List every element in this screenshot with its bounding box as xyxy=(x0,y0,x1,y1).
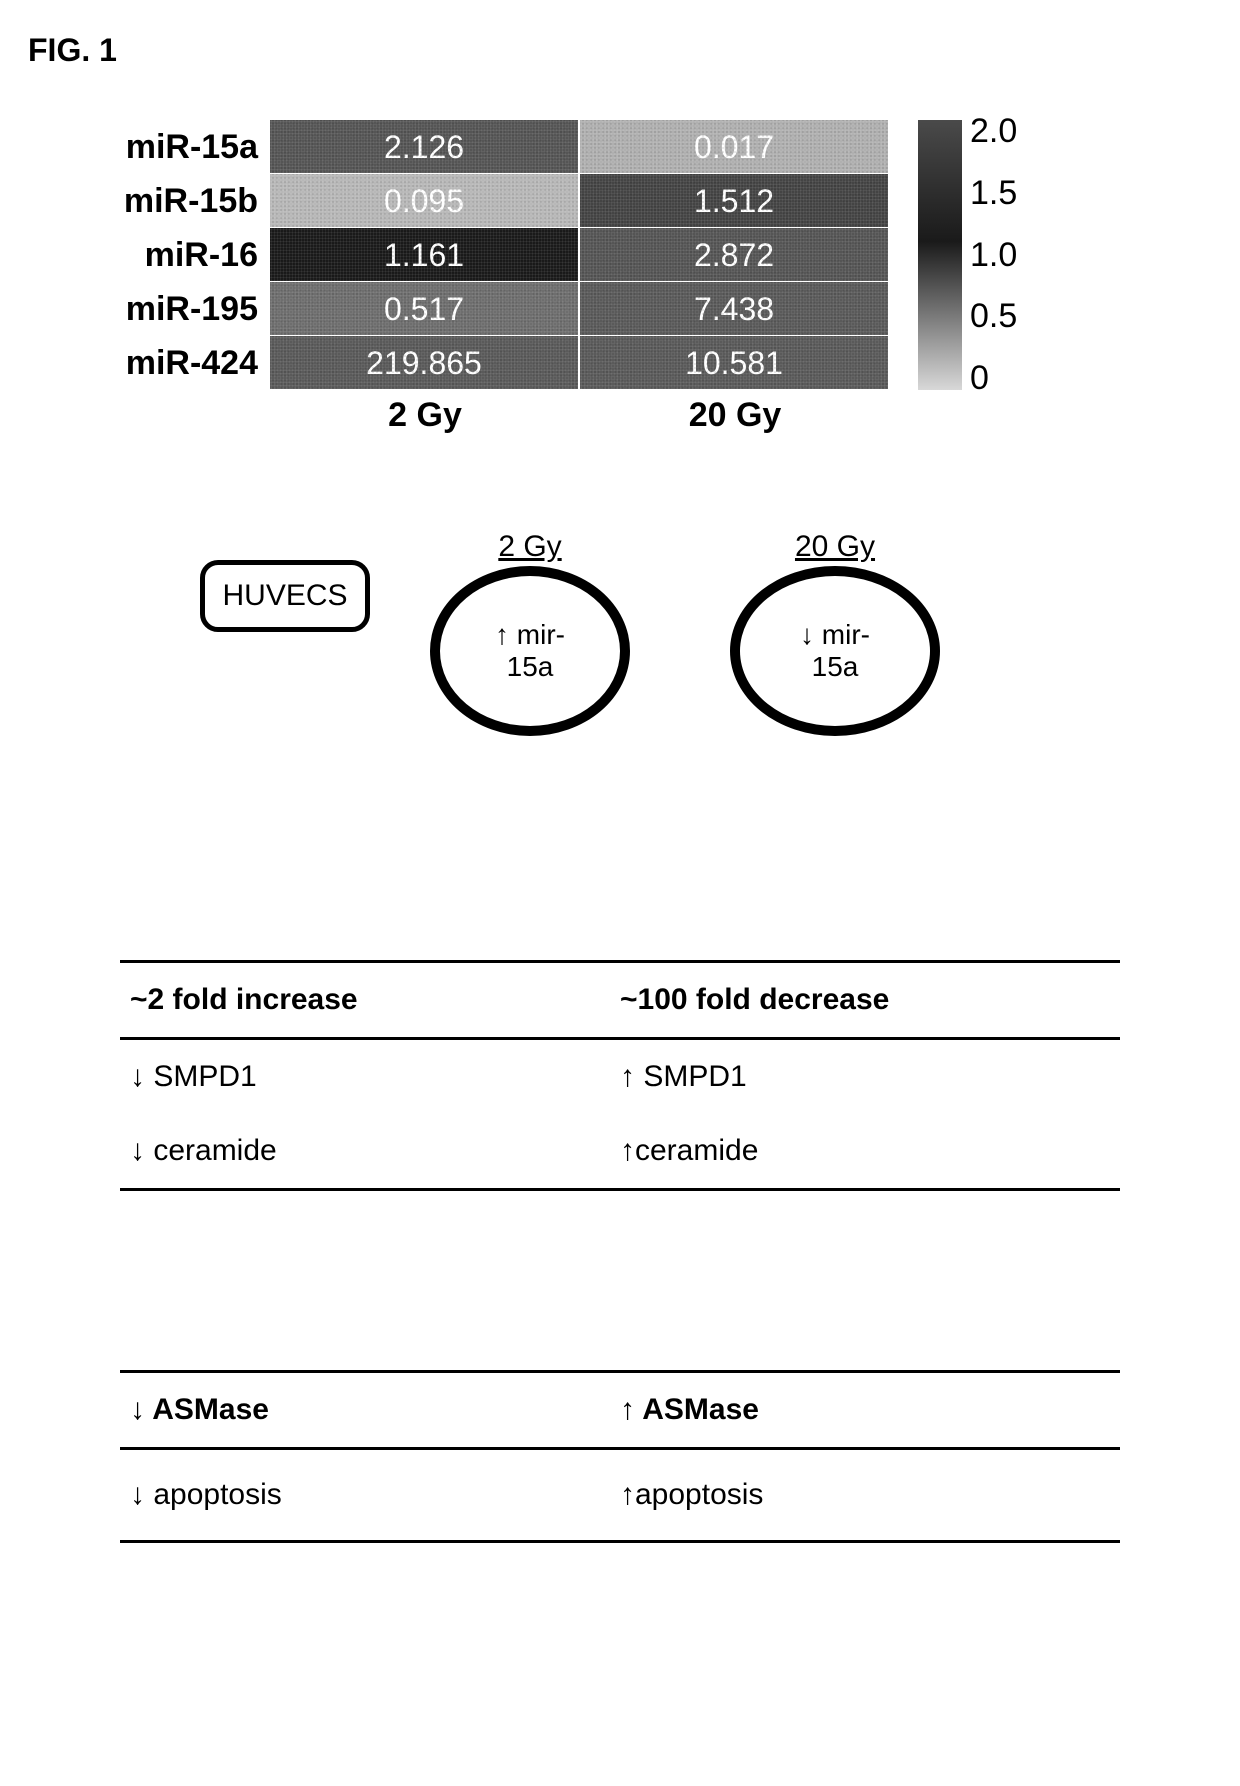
colorbar-tick: 1.5 xyxy=(970,174,1017,213)
effects2-r0-left: ↓ apoptosis xyxy=(130,1478,620,1512)
colorbar-tick: 1.0 xyxy=(970,236,1017,275)
heatmap-cell: 219.865 xyxy=(270,336,580,390)
table-row: ↓ ceramide ↑ceramide xyxy=(120,1114,1120,1188)
circle-20gy-label: 20 Gy xyxy=(740,530,930,564)
heatmap: miR-15a2.1260.017miR-15b0.0951.512miR-16… xyxy=(60,120,1180,435)
heatmap-row-label: miR-15a xyxy=(60,120,270,174)
effects1-r0-right: ↑ SMPD1 xyxy=(620,1060,1110,1094)
heatmap-cell: 0.517 xyxy=(270,282,580,336)
heatmap-cell: 2.872 xyxy=(580,228,890,282)
heatmap-row: miR-15b0.0951.512 xyxy=(60,174,890,228)
heatmap-body: miR-15a2.1260.017miR-15b0.0951.512miR-16… xyxy=(60,120,890,390)
divider xyxy=(120,1188,1120,1191)
effects2-r0-right: ↑apoptosis xyxy=(620,1478,1110,1512)
heatmap-cell: 2.126 xyxy=(270,120,580,174)
heatmap-row: miR-15a2.1260.017 xyxy=(60,120,890,174)
huvecs-diagram: HUVECS 2 Gy ↑ mir- 15a 20 Gy ↓ mir- 15a xyxy=(200,520,1040,800)
heatmap-row: miR-161.1612.872 xyxy=(60,228,890,282)
figure-label: FIG. 1 xyxy=(28,32,117,69)
heatmap-cell: 1.512 xyxy=(580,174,890,228)
heatmap-cell: 0.095 xyxy=(270,174,580,228)
circle-20gy: 20 Gy ↓ mir- 15a xyxy=(730,566,940,736)
effects-table-1: ~2 fold increase ~100 fold decrease ↓ SM… xyxy=(120,960,1120,1191)
effects1-r1-left: ↓ ceramide xyxy=(130,1134,620,1168)
colorbar-tick: 0.5 xyxy=(970,297,1017,336)
circle-2gy-text: ↑ mir- 15a xyxy=(495,619,565,683)
effects2-header-right: ↑ ASMase xyxy=(620,1393,1110,1427)
xaxis-label-1: 20 Gy xyxy=(580,396,890,435)
table-row: ↓ ASMase ↑ ASMase xyxy=(120,1373,1120,1447)
heatmap-cell: 0.017 xyxy=(580,120,890,174)
table-row: ↓ apoptosis ↑apoptosis xyxy=(120,1450,1120,1540)
xaxis-label-0: 2 Gy xyxy=(270,396,580,435)
heatmap-cell: 7.438 xyxy=(580,282,890,336)
effects2-header-left: ↓ ASMase xyxy=(130,1393,620,1427)
effects-table-2: ↓ ASMase ↑ ASMase ↓ apoptosis ↑apoptosis xyxy=(120,1370,1120,1543)
effects1-r0-left: ↓ SMPD1 xyxy=(130,1060,620,1094)
heatmap-cell: 1.161 xyxy=(270,228,580,282)
huvecs-box: HUVECS xyxy=(200,560,370,632)
heatmap-row: miR-424219.86510.581 xyxy=(60,336,890,390)
heatmap-row-label: miR-15b xyxy=(60,174,270,228)
circle-2gy: 2 Gy ↑ mir- 15a xyxy=(430,566,630,736)
heatmap-cell: 10.581 xyxy=(580,336,890,390)
effects1-header-right: ~100 fold decrease xyxy=(620,983,1110,1017)
circle-2gy-label: 2 Gy xyxy=(440,530,620,564)
heatmap-xaxis: 2 Gy 20 Gy xyxy=(60,396,1180,435)
colorbar-gradient xyxy=(918,120,962,390)
heatmap-row-label: miR-424 xyxy=(60,336,270,390)
colorbar-tick: 2.0 xyxy=(970,112,1017,151)
table-row: ~2 fold increase ~100 fold decrease xyxy=(120,963,1120,1037)
colorbar: 2.01.51.00.50 xyxy=(918,120,976,390)
table-row: ↓ SMPD1 ↑ SMPD1 xyxy=(120,1040,1120,1114)
divider xyxy=(120,1540,1120,1543)
effects1-header-left: ~2 fold increase xyxy=(130,983,620,1017)
circle-20gy-text: ↓ mir- 15a xyxy=(800,619,870,683)
colorbar-ticks: 2.0 1.5 1.0 0.5 0 xyxy=(970,112,1017,398)
colorbar-tick: 0 xyxy=(970,359,1017,398)
heatmap-row: miR-1950.5177.438 xyxy=(60,282,890,336)
effects1-r1-right: ↑ceramide xyxy=(620,1134,1110,1168)
heatmap-row-label: miR-195 xyxy=(60,282,270,336)
heatmap-row-label: miR-16 xyxy=(60,228,270,282)
